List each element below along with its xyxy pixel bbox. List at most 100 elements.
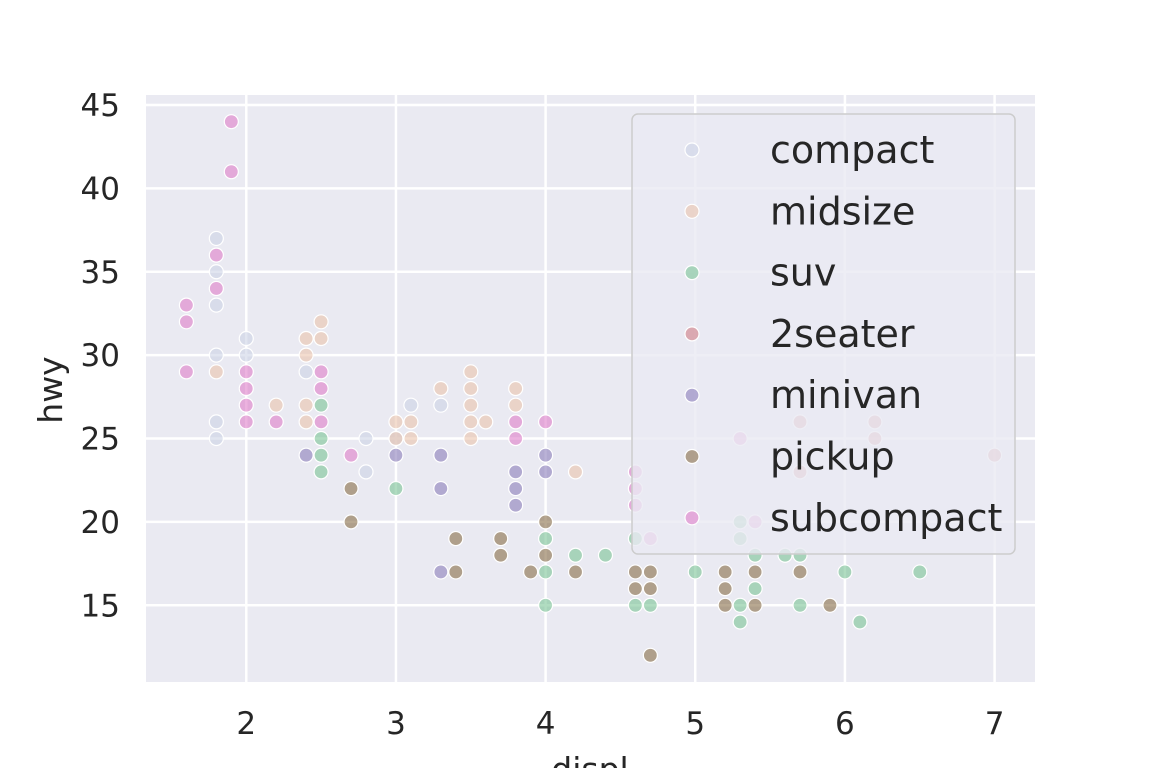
data-point [298, 414, 314, 430]
data-point [223, 164, 239, 180]
data-point [298, 330, 314, 347]
data-point [403, 397, 419, 413]
data-point [208, 280, 224, 297]
legend-item-minivan: minivan [684, 373, 922, 417]
data-point [538, 547, 554, 563]
data-point [403, 414, 419, 430]
data-point [313, 464, 329, 480]
x-tick-label: 6 [835, 706, 855, 742]
data-point [822, 597, 838, 613]
data-point [493, 547, 509, 563]
data-point [567, 564, 584, 580]
data-point [852, 614, 868, 630]
legend-marker [684, 142, 700, 158]
data-point [538, 530, 554, 547]
data-points [178, 114, 1003, 663]
x-tick-label: 4 [536, 706, 556, 742]
data-point [463, 430, 479, 447]
data-point [178, 314, 195, 330]
data-point [313, 430, 329, 447]
y-tick-label: 30 [81, 338, 120, 374]
data-point [208, 247, 224, 263]
legend-label: compact [770, 128, 934, 172]
data-point [463, 414, 479, 430]
data-point [238, 414, 254, 430]
legend-label: minivan [770, 373, 922, 417]
data-point [313, 397, 329, 413]
x-tick-label: 5 [685, 706, 705, 742]
data-point [343, 447, 359, 463]
data-point [627, 597, 643, 613]
data-point [747, 581, 763, 597]
data-point [298, 364, 314, 380]
y-tick-label: 20 [81, 505, 120, 541]
legend-marker [684, 387, 700, 403]
data-point [463, 397, 479, 413]
data-point [732, 614, 748, 630]
data-point [298, 397, 314, 413]
data-point [268, 397, 284, 413]
x-tick-labels: 2 3 4 5 6 7 [236, 706, 1004, 742]
data-point [238, 330, 254, 347]
data-point [433, 380, 449, 397]
data-point [837, 564, 853, 580]
data-point [268, 414, 284, 430]
data-point [208, 264, 224, 280]
legend-label: 2seater [770, 312, 915, 356]
data-point [208, 347, 224, 363]
legend-label: subcompact [770, 496, 1002, 540]
data-point [478, 414, 494, 430]
series-minivan [298, 447, 554, 580]
data-point [208, 430, 224, 447]
data-point [313, 364, 329, 380]
data-point [747, 564, 763, 580]
data-point [238, 364, 254, 380]
series-pickup [343, 480, 838, 663]
data-point [208, 297, 224, 313]
data-point [538, 464, 554, 480]
legend-item-suv: suv [684, 251, 836, 295]
legend-marker [684, 326, 700, 342]
data-point [433, 397, 449, 413]
data-point [642, 581, 658, 597]
legend-item-compact: compact [684, 128, 934, 172]
data-point [223, 114, 239, 130]
data-point [313, 380, 329, 397]
legend-marker [684, 203, 700, 219]
data-point [567, 464, 584, 480]
data-point [313, 447, 329, 463]
legend-label: midsize [770, 189, 915, 233]
data-point [238, 347, 254, 363]
legend-marker [684, 510, 700, 526]
data-point [388, 414, 404, 430]
data-point [238, 397, 254, 413]
x-axis-label: displ [551, 750, 628, 768]
data-point [493, 530, 509, 547]
data-point [597, 547, 614, 563]
data-point [508, 480, 524, 497]
legend: compact midsize suv 2seater minivan pickup sub… [631, 113, 1016, 555]
data-point [433, 447, 449, 463]
y-tick-label: 45 [81, 88, 120, 124]
y-tick-label: 35 [81, 255, 120, 291]
data-point [178, 364, 195, 380]
data-point [508, 497, 524, 513]
data-point [433, 480, 449, 497]
y-axis-label: hwy [31, 356, 70, 423]
data-point [732, 597, 748, 613]
y-tick-label: 40 [81, 171, 120, 207]
data-point [508, 397, 524, 413]
data-point [388, 430, 404, 447]
legend-item-2seater: 2seater [684, 312, 915, 356]
data-point [627, 564, 643, 580]
data-point [433, 564, 449, 580]
series-compact [208, 230, 449, 480]
data-point [313, 314, 329, 330]
x-tick-label: 7 [985, 706, 1005, 742]
legend-marker [684, 448, 700, 465]
data-point [792, 564, 808, 580]
legend-item-midsize: midsize [684, 189, 915, 233]
data-point [792, 597, 808, 613]
data-point [298, 347, 314, 363]
